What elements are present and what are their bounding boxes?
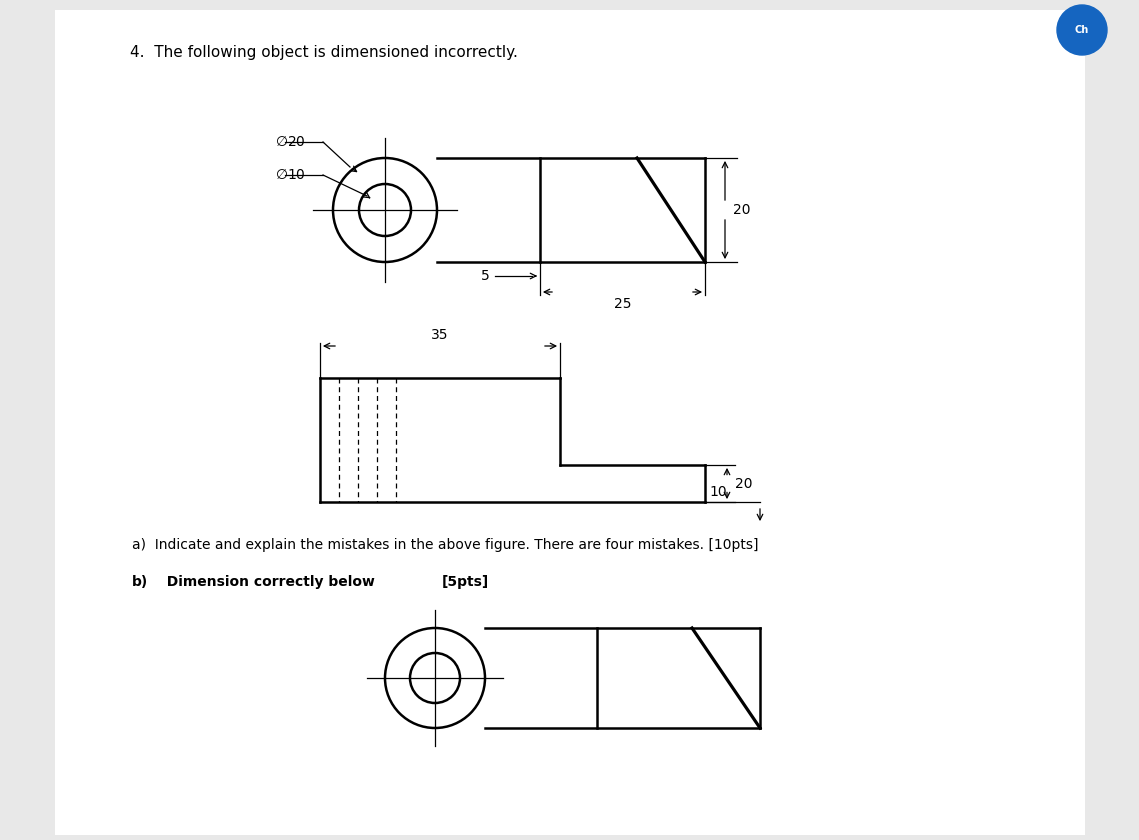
Text: Ch: Ch <box>1075 25 1089 35</box>
Text: $\emptyset$10: $\emptyset$10 <box>274 168 305 182</box>
Text: a)  Indicate and explain the mistakes in the above figure. There are four mistak: a) Indicate and explain the mistakes in … <box>132 538 759 552</box>
FancyBboxPatch shape <box>55 10 1085 835</box>
Circle shape <box>1057 5 1107 55</box>
Text: 5: 5 <box>482 269 490 283</box>
Text: $\emptyset$20: $\emptyset$20 <box>274 135 305 149</box>
Text: 20: 20 <box>735 476 753 491</box>
Text: 4.  The following object is dimensioned incorrectly.: 4. The following object is dimensioned i… <box>130 45 518 60</box>
Text: 10: 10 <box>708 485 727 498</box>
Text: 25: 25 <box>614 297 631 311</box>
Text: [5pts]: [5pts] <box>442 575 490 589</box>
Text: b): b) <box>132 575 148 589</box>
Text: Dimension correctly below: Dimension correctly below <box>157 575 379 589</box>
Text: 20: 20 <box>734 203 751 217</box>
Text: 35: 35 <box>432 328 449 342</box>
